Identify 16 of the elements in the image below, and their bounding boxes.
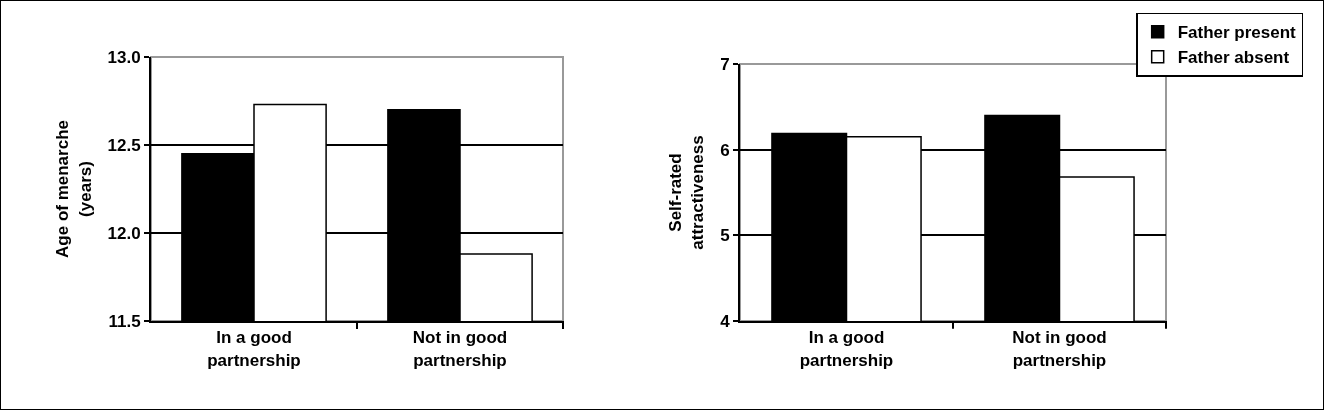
- legend-label: Father present: [1177, 23, 1297, 43]
- y-tick-label: 12.0: [107, 223, 141, 243]
- x-tick-label: In a good partnership: [207, 328, 301, 370]
- y-tick-label: 7: [720, 54, 730, 74]
- y-tick-label: 13.0: [107, 47, 141, 67]
- y-tick-label: 12.5: [107, 135, 141, 155]
- y-axis-title: Self-rated attractiveness: [666, 135, 708, 250]
- y-tick-label: 11.5: [108, 311, 141, 331]
- x-tick-label: In a good partnership: [799, 328, 894, 370]
- y-tick-label: 4: [720, 311, 731, 331]
- y-tick-label: 6: [720, 140, 730, 160]
- x-tick-label: Not in good partnership: [1012, 328, 1107, 370]
- y-axis-title: Age of menarche (years): [53, 120, 95, 258]
- legend-label: Father absent: [1177, 48, 1290, 68]
- y-tick-label: 5: [720, 226, 730, 246]
- x-tick-label: Not in good partnership: [412, 328, 508, 370]
